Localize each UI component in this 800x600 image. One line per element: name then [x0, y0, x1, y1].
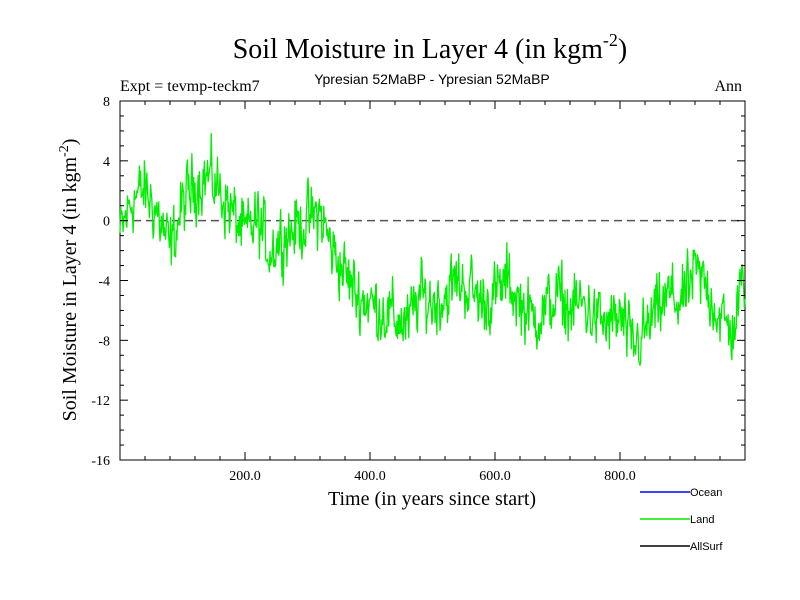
tick-layer: 8 4 0 -4 -8 -12 -16 200.0 400.0 600.0 800.0	[91, 95, 745, 484]
x-tick-label: 200.0	[229, 469, 261, 484]
y-tick-label: -12	[91, 394, 110, 409]
x-tick-label: 800.0	[604, 469, 636, 484]
chart-subtitle: Ypresian 52MaBP - Ypresian 52MaBP	[314, 71, 550, 87]
x-tick-label: 600.0	[479, 469, 511, 484]
series-line-land	[119, 132, 746, 366]
season-label: Ann	[714, 78, 742, 95]
legend-label-allsurf: AllSurf	[690, 541, 723, 553]
y-tick-label: 8	[103, 95, 110, 110]
chart-title: Soil Moisture in Layer 4 (in kgm-2)	[233, 30, 628, 65]
experiment-label: Expt = tevmp-teckm7	[120, 78, 260, 95]
legend-label-land: Land	[690, 514, 714, 526]
y-tick-label: 4	[103, 155, 110, 170]
series-layer	[119, 132, 746, 366]
y-tick-label: -16	[91, 454, 110, 469]
x-axis-label: Time (in years since start)	[328, 488, 536, 510]
y-tick-label: 0	[103, 215, 110, 230]
legend: Ocean Land AllSurf	[640, 487, 723, 553]
legend-label-ocean: Ocean	[690, 487, 722, 499]
y-tick-label: -4	[98, 275, 110, 290]
y-tick-label: -8	[98, 334, 110, 349]
y-axis-label: Soil Moisture in Layer 4 (in kgm-2)	[57, 139, 81, 422]
x-tick-label: 400.0	[354, 469, 386, 484]
